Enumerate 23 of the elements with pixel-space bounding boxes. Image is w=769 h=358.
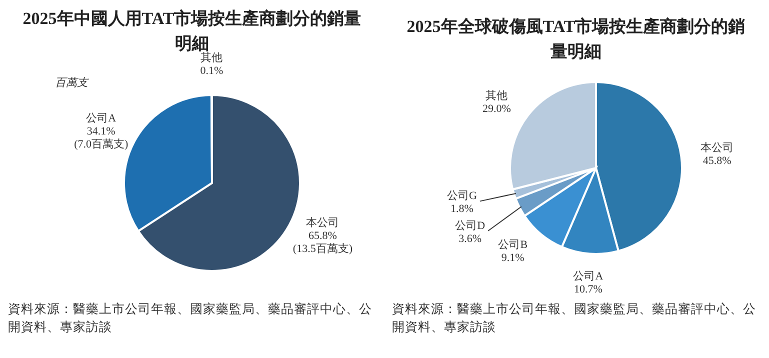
data-label: 3.6%	[458, 232, 482, 245]
slice-label: 公司B	[498, 239, 528, 251]
data-label: 9.1%	[501, 252, 524, 264]
slice-label: 本公司	[700, 140, 734, 154]
slice-label: 公司D	[455, 220, 486, 232]
slice-label: 本公司	[306, 216, 340, 229]
text: 百萬支	[55, 76, 88, 90]
data-label: 34.1% (7.0百萬支)	[74, 125, 128, 150]
slice-label: 公司A	[86, 112, 116, 124]
slice-label: 公司G	[446, 190, 477, 202]
data-label: 10.7%	[574, 284, 602, 296]
data-label: 0.1%	[200, 65, 224, 77]
slice-label: 其他	[486, 88, 508, 102]
chart-title: 2025年全球破傷風TAT市場按生產商劃分的銷量明細	[406, 16, 746, 63]
chart-title: 2025年中國人用TAT市場按生產商劃分的銷量明細	[22, 8, 362, 53]
data-label: 1.8%	[450, 203, 474, 216]
data-label: 65.8% (13.5百萬支)	[292, 230, 353, 255]
slice-label: 公司A	[573, 270, 604, 283]
slice-label: 其他	[200, 51, 223, 64]
data-label: 45.8%	[702, 154, 732, 167]
source-note: 資料來源：醫藥上市公司年報、國家藥監局、藥品審評中心、公開資料、專家訪談	[8, 301, 373, 336]
source-note: 資料來源：醫藥上市公司年報、國家藥監局、藥品審評中心、公開資料、專家訪談	[392, 301, 757, 336]
data-label: 29.0%	[482, 102, 511, 115]
